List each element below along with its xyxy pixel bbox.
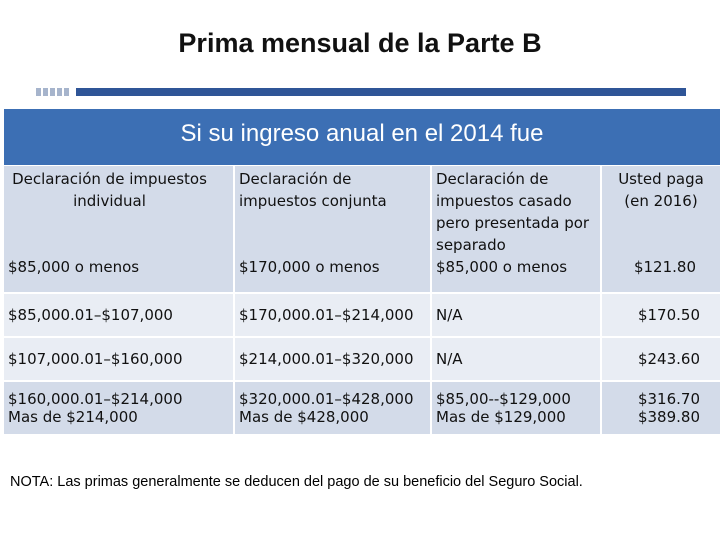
cell-married-1: N/A — [430, 293, 601, 338]
cell-joint-3-4: $320,000.01–$428,000 Mas de $428,000 — [233, 381, 431, 434]
cell-individual-2: $107,000.01–$160,000 — [4, 337, 234, 382]
footnote: NOTA: Las primas generalmente se deducen… — [10, 474, 583, 490]
cell-individual-4: Mas de $214,000 — [8, 408, 138, 426]
cell-married-0: $85,000 o menos — [436, 258, 568, 276]
cell-pay-4: $389.80 — [637, 408, 700, 426]
cell-joint-2: $214,000.01–$320,000 — [233, 337, 431, 382]
page-title: Prima mensual de la Parte B — [178, 28, 542, 58]
column-header-pay: Usted paga (en 2016) — [618, 170, 704, 210]
cell-married-3-4: $85,00--$129,000 Mas de $129,000 — [430, 381, 601, 434]
title-divider — [36, 88, 686, 96]
header-married-cell: Declaración de impuestos casado pero pre… — [430, 166, 601, 294]
cell-pay-0: $121.80 — [633, 258, 696, 276]
table-row: $107,000.01–$160,000 $214,000.01–$320,00… — [4, 337, 720, 382]
cell-joint-1: $170,000.01–$214,000 — [233, 293, 431, 338]
table-row: $85,000.01–$107,000 $170,000.01–$214,000… — [4, 293, 720, 338]
table-row: Declaración de impuestos individual $85,… — [4, 166, 720, 294]
cell-individual-3: $160,000.01–$214,000 — [8, 390, 183, 408]
cell-pay-2: $243.60 — [600, 337, 720, 382]
note-label: NOTA: — [10, 474, 54, 490]
cell-married-4: Mas de $129,000 — [436, 408, 566, 426]
cell-married-2: N/A — [430, 337, 601, 382]
cell-pay-3-4: $316.70 $389.80 — [600, 381, 720, 434]
header-individual-cell: Declaración de impuestos individual $85,… — [4, 166, 234, 294]
note-text: Las primas generalmente se deducen del p… — [53, 474, 583, 490]
premium-table: Declaración de impuestos individual $85,… — [4, 166, 720, 434]
header-joint-cell: Declaración de impuestos conjunta $170,0… — [233, 166, 431, 294]
cell-pay-3: $316.70 — [637, 390, 700, 408]
table-row: $160,000.01–$214,000 Mas de $214,000 $32… — [4, 381, 720, 434]
cell-individual-3-4: $160,000.01–$214,000 Mas de $214,000 — [4, 381, 234, 434]
cell-joint-0: $170,000 o menos — [239, 258, 380, 276]
cell-joint-3: $320,000.01–$428,000 — [239, 390, 414, 408]
cell-pay-1: $170.50 — [600, 293, 720, 338]
cell-married-3: $85,00--$129,000 — [436, 390, 571, 408]
column-header-joint: Declaración de impuestos conjunta — [239, 170, 387, 210]
header-pay-cell: Usted paga (en 2016) $121.80 — [600, 166, 720, 294]
column-header-married-separate: Declaración de impuestos casado pero pre… — [436, 170, 590, 254]
column-header-individual: Declaración de impuestos individual — [12, 170, 207, 210]
cell-individual-1: $85,000.01–$107,000 — [4, 293, 234, 338]
cell-individual-0: $85,000 o menos — [8, 258, 140, 276]
table-banner: Si su ingreso anual en el 2014 fue — [4, 109, 720, 165]
cell-joint-4: Mas de $428,000 — [239, 408, 369, 426]
